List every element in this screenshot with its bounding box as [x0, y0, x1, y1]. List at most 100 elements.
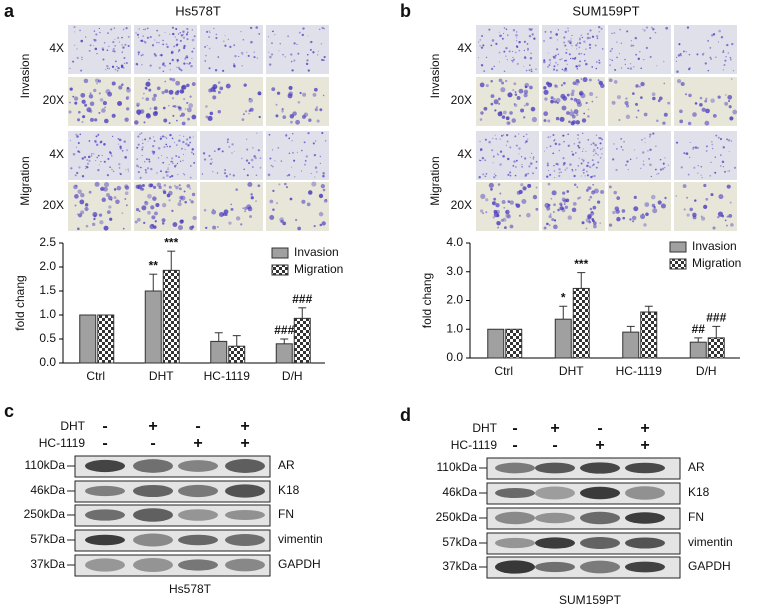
cell-stain	[499, 111, 503, 114]
cell-stain	[179, 160, 182, 162]
cell-stain	[566, 49, 568, 51]
cell-stain	[578, 52, 581, 56]
cell-stain	[563, 203, 566, 205]
cell-stain	[149, 36, 152, 39]
cell-stain	[608, 223, 613, 227]
cell-stain	[228, 221, 232, 225]
cell-stain	[121, 36, 123, 39]
cell-stain	[640, 81, 645, 87]
cell-stain	[694, 146, 698, 149]
micrograph	[476, 182, 539, 231]
cell-stain	[543, 86, 547, 90]
cell-stain	[629, 63, 632, 65]
cell-stain	[97, 79, 102, 83]
cell-stain	[306, 59, 309, 62]
cell-stain	[217, 81, 221, 84]
significance: ###	[292, 292, 312, 306]
cell-stain	[151, 215, 156, 220]
blot-band	[178, 534, 218, 546]
cell-stain	[566, 63, 568, 65]
cell-stain	[656, 65, 658, 67]
mw-marker: 110kDa	[437, 460, 478, 474]
cell-stain	[307, 35, 309, 37]
cell-stain	[179, 195, 184, 200]
cell-stain	[282, 115, 287, 119]
cell-stain	[523, 135, 525, 138]
cell-stain	[563, 81, 566, 85]
cell-stain	[580, 52, 583, 55]
cell-stain	[323, 28, 325, 30]
cell-stain	[205, 105, 208, 108]
cell-stain	[507, 173, 510, 176]
cell-stain	[88, 159, 91, 162]
cell-stain	[100, 187, 104, 191]
cell-stain	[587, 108, 590, 111]
cell-stain	[505, 116, 510, 121]
cell-stain	[550, 197, 553, 200]
cell-stain	[597, 25, 601, 29]
cell-stain	[208, 67, 211, 70]
cell-stain	[73, 96, 79, 101]
cell-stain	[700, 174, 702, 176]
cell-stain	[491, 149, 494, 152]
cell-stain	[124, 184, 129, 189]
cell-stain	[271, 42, 273, 45]
cell-stain	[616, 216, 621, 222]
cell-stain	[168, 104, 170, 107]
cell-stain	[523, 116, 526, 119]
cell-stain	[118, 85, 123, 90]
cell-stain	[227, 38, 229, 41]
cell-stain	[523, 104, 526, 107]
cell-stain	[577, 144, 580, 147]
blot-band	[535, 486, 575, 500]
mw-marker: 250kDa	[24, 507, 66, 521]
legend-label: Invasion	[294, 245, 339, 259]
cell-stain	[140, 39, 143, 42]
cell-stain	[509, 146, 512, 149]
cell-stain	[161, 63, 165, 66]
cell-stain	[231, 152, 233, 154]
y-tick-label: 4.0	[446, 235, 463, 249]
cell-stain	[592, 163, 595, 166]
cell-stain	[319, 162, 322, 164]
cell-stain	[588, 198, 591, 202]
cell-stain	[117, 37, 119, 39]
protein-label: GAPDH	[688, 559, 731, 573]
cell-stain	[480, 209, 484, 213]
panel-label: c	[4, 401, 14, 421]
cell-stain	[588, 78, 592, 82]
cell-stain	[520, 183, 524, 187]
cell-stain	[553, 97, 556, 101]
cell-stain	[493, 99, 499, 105]
cell-stain	[560, 204, 563, 207]
cell-stain	[137, 171, 140, 174]
cell-stain	[611, 59, 613, 62]
cell-stain	[587, 139, 590, 141]
cell-stain	[282, 221, 287, 226]
cell-stain	[303, 141, 306, 144]
cell-stain	[80, 210, 85, 215]
cell-stain	[484, 175, 487, 178]
cell-stain	[711, 143, 714, 146]
cell-stain	[501, 81, 505, 85]
cell-stain	[582, 148, 585, 150]
cell-stain	[658, 96, 663, 101]
cell-stain	[153, 185, 157, 189]
cell-stain	[281, 109, 284, 113]
cell-stain	[554, 176, 556, 179]
bar	[275, 343, 293, 364]
cell-stain	[571, 168, 574, 171]
cell-stain	[505, 47, 508, 50]
cell-stain	[555, 162, 558, 166]
cell-stain	[171, 137, 174, 140]
cell-stain	[178, 68, 181, 71]
cell-stain	[111, 113, 116, 118]
cell-stain	[723, 49, 725, 51]
x-tick-label: DHT	[559, 364, 584, 378]
bar	[97, 314, 115, 364]
cell-stain	[81, 157, 84, 160]
cell-stain	[183, 190, 186, 193]
cell-stain	[257, 149, 260, 152]
cell-stain	[69, 87, 73, 91]
cell-stain	[481, 35, 484, 37]
